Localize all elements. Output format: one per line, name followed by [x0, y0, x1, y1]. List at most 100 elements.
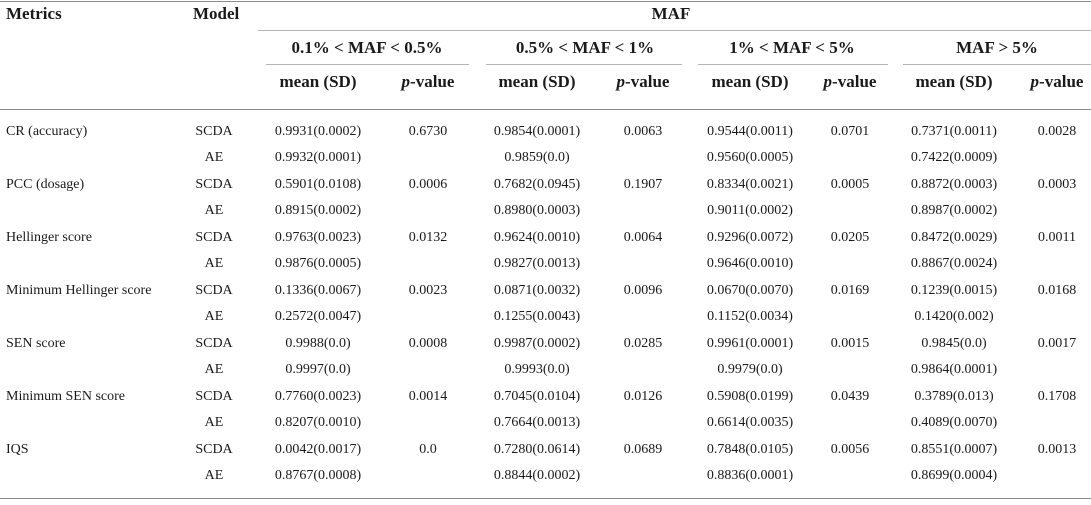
subheader-p-value: p-value [824, 72, 877, 92]
cell-mean-sd: 0.7760(0.0023) [274, 389, 362, 404]
model-label-ae: AE [204, 256, 224, 271]
metric-label: CR (accuracy) [6, 124, 88, 139]
cell-p-value: 0.0014 [408, 389, 448, 404]
cell-p-value: 0.0023 [408, 283, 448, 298]
metric-label: PCC (dosage) [6, 177, 85, 192]
cell-mean-sd: 0.9931(0.0002) [274, 124, 362, 139]
cell-mean-sd: 0.9011(0.0002) [707, 203, 793, 218]
cell-mean-sd: 0.1420(0.002) [914, 309, 994, 324]
metric-label: Hellinger score [6, 230, 92, 245]
cell-mean-sd: 0.9876(0.0005) [274, 256, 362, 271]
model-label-scda: SCDA [195, 177, 233, 192]
cell-mean-sd: 0.8334(0.0021) [706, 177, 794, 192]
group-header-3: 1% < MAF < 5% [729, 38, 855, 57]
cell-p-value: 0.0169 [830, 283, 870, 298]
cell-p-value: 0.0017 [1037, 336, 1077, 351]
cell-p-value: 0.0028 [1037, 124, 1077, 139]
cell-mean-sd: 0.9864(0.0001) [910, 362, 998, 377]
cell-mean-sd: 0.8472(0.0029) [910, 230, 998, 245]
cell-mean-sd: 0.9979(0.0) [717, 362, 783, 377]
cell-mean-sd: 0.9544(0.0011) [707, 124, 793, 139]
cell-mean-sd: 0.9296(0.0072) [706, 230, 794, 245]
cell-mean-sd: 0.8844(0.0002) [493, 468, 581, 483]
cell-mean-sd: 0.7664(0.0013) [493, 415, 581, 430]
cell-mean-sd: 0.7280(0.0614) [493, 442, 581, 457]
header-model: Model [193, 4, 240, 23]
group-header-2: 0.5% < MAF < 1% [515, 38, 655, 57]
group-rule-4 [903, 64, 1091, 65]
cell-mean-sd: 0.9859(0.0) [504, 150, 570, 165]
cell-mean-sd: 0.9988(0.0) [285, 336, 351, 351]
cell-mean-sd: 0.0042(0.0017) [274, 442, 362, 457]
cell-mean-sd: 0.7422(0.0009) [910, 150, 998, 165]
p-suffix: -value [410, 72, 455, 91]
cell-mean-sd: 0.9961(0.0001) [706, 336, 794, 351]
cell-p-value: 0.0008 [408, 336, 448, 351]
cell-mean-sd: 0.9624(0.0010) [493, 230, 581, 245]
cell-mean-sd: 0.8872(0.0003) [910, 177, 998, 192]
cell-p-value: 0.0701 [830, 124, 870, 139]
cell-mean-sd: 0.6614(0.0035) [706, 415, 794, 430]
cell-mean-sd: 0.1336(0.0067) [274, 283, 362, 298]
subheader-mean-sd: mean (SD) [711, 72, 789, 91]
cell-p-value: 0.0285 [623, 336, 663, 351]
cell-mean-sd: 0.7682(0.0945) [493, 177, 581, 192]
p-suffix: -value [832, 72, 877, 91]
cell-mean-sd: 0.9560(0.0005) [706, 150, 794, 165]
cell-p-value: 0.0132 [408, 230, 448, 245]
cell-mean-sd: 0.7371(0.0011) [911, 124, 997, 139]
subheader-p-value: p-value [402, 72, 455, 92]
cell-mean-sd: 0.5908(0.0199) [706, 389, 794, 404]
model-label-scda: SCDA [195, 283, 233, 298]
cell-p-value: 0.0015 [830, 336, 870, 351]
cell-p-value: 0.0006 [408, 177, 448, 192]
model-label-scda: SCDA [195, 124, 233, 139]
cell-p-value: 0.0003 [1037, 177, 1077, 192]
cell-mean-sd: 0.0871(0.0032) [493, 283, 581, 298]
model-label-ae: AE [204, 309, 224, 324]
cell-mean-sd: 0.9854(0.0001) [493, 124, 581, 139]
p-suffix: -value [1039, 72, 1084, 91]
cell-p-value: 0.0096 [623, 283, 663, 298]
subheader-mean-sd: mean (SD) [279, 72, 357, 91]
model-label-scda: SCDA [195, 442, 233, 457]
cell-p-value: 0.6730 [408, 124, 448, 139]
model-label-ae: AE [204, 362, 224, 377]
p-letter: p [1030, 72, 1040, 91]
cell-mean-sd: 0.5901(0.0108) [274, 177, 362, 192]
cell-mean-sd: 0.8551(0.0007) [910, 442, 998, 457]
cell-p-value: 0.0056 [830, 442, 870, 457]
cell-mean-sd: 0.1239(0.0015) [910, 283, 998, 298]
group-header-1: 0.1% < MAF < 0.5% [291, 38, 443, 57]
p-suffix: -value [625, 72, 670, 91]
cell-mean-sd: 0.3789(0.013) [914, 389, 994, 404]
cell-p-value: 0.0168 [1037, 283, 1077, 298]
cell-mean-sd: 0.9646(0.0010) [706, 256, 794, 271]
cell-mean-sd: 0.9932(0.0001) [274, 150, 362, 165]
cell-mean-sd: 0.9987(0.0002) [493, 336, 581, 351]
cell-p-value: 0.0205 [830, 230, 870, 245]
subheader-mean-sd: mean (SD) [498, 72, 576, 91]
header-rule [0, 109, 1091, 110]
model-label-ae: AE [204, 468, 224, 483]
cell-p-value: 0.1708 [1037, 389, 1077, 404]
subheader-p-value: p-value [617, 72, 670, 92]
model-label-scda: SCDA [195, 336, 233, 351]
bottom-rule [0, 498, 1091, 499]
maf-rule [258, 30, 1091, 31]
cell-mean-sd: 0.8699(0.0004) [910, 468, 998, 483]
cell-mean-sd: 0.8767(0.0008) [274, 468, 362, 483]
cell-mean-sd: 0.7045(0.0104) [493, 389, 581, 404]
cell-mean-sd: 0.4089(0.0070) [910, 415, 998, 430]
cell-mean-sd: 0.9997(0.0) [285, 362, 351, 377]
cell-mean-sd: 0.9827(0.0013) [493, 256, 581, 271]
subheader-p-value: p-value [1031, 72, 1084, 92]
cell-p-value: 0.0 [419, 442, 437, 457]
cell-mean-sd: 0.8207(0.0010) [274, 415, 362, 430]
cell-mean-sd: 0.9993(0.0) [504, 362, 570, 377]
cell-mean-sd: 0.8867(0.0024) [910, 256, 998, 271]
group-rule-3 [698, 64, 888, 65]
metric-label: Minimum SEN score [6, 389, 125, 404]
p-letter: p [616, 72, 626, 91]
group-rule-1 [266, 64, 469, 65]
